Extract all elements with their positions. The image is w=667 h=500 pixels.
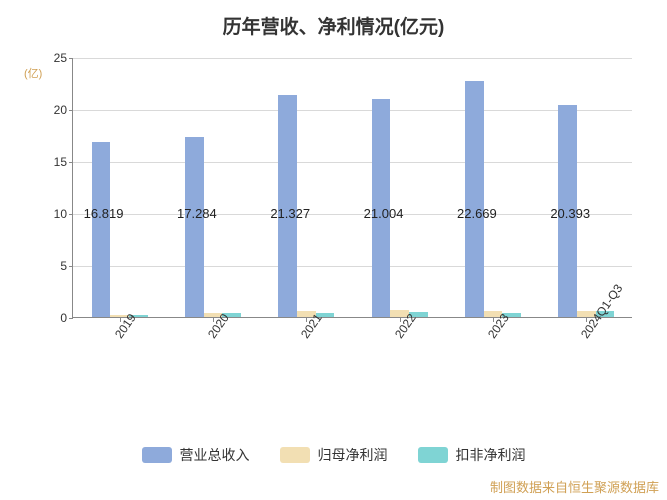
y-tick-label: 0 [41,311,67,325]
bar [185,137,204,317]
gridline [73,214,632,215]
gridline [73,110,632,111]
plot: 051015202516.819201917.284202021.3272021… [72,58,632,318]
legend-item: 营业总收入 [142,445,250,465]
y-tick-mark [69,266,73,267]
y-tick-mark [69,318,73,319]
legend-swatch [418,447,448,463]
legend-label: 扣非净利润 [456,445,526,465]
legend-item: 扣非净利润 [418,445,526,465]
legend-swatch [142,447,172,463]
legend: 营业总收入 归母净利润 扣非净利润 [0,445,667,465]
bar [465,81,484,317]
y-tick-mark [69,162,73,163]
bar-value-label: 17.284 [177,206,217,221]
bar-value-label: 21.327 [270,206,310,221]
bar-value-label: 20.393 [550,206,590,221]
y-tick-mark [69,110,73,111]
chart-title: 历年营收、净利情况(亿元) [0,0,667,39]
legend-swatch [280,447,310,463]
legend-label: 归母净利润 [318,445,388,465]
y-tick-label: 20 [41,103,67,117]
legend-label: 营业总收入 [180,445,250,465]
bar-value-label: 16.819 [84,206,124,221]
chart-area: (亿) 051015202516.819201917.284202021.327… [30,50,640,370]
y-tick-mark [69,214,73,215]
y-tick-label: 10 [41,207,67,221]
gridline [73,266,632,267]
legend-item: 归母净利润 [280,445,388,465]
y-tick-label: 25 [41,51,67,65]
y-axis-label: (亿) [24,68,36,80]
bar [92,142,111,317]
footer-note: 制图数据来自恒生聚源数据库 [490,477,659,496]
gridline [73,162,632,163]
y-tick-label: 15 [41,155,67,169]
y-tick-mark [69,58,73,59]
bar-value-label: 21.004 [364,206,404,221]
y-tick-label: 5 [41,259,67,273]
bar-value-label: 22.669 [457,206,497,221]
gridline [73,58,632,59]
